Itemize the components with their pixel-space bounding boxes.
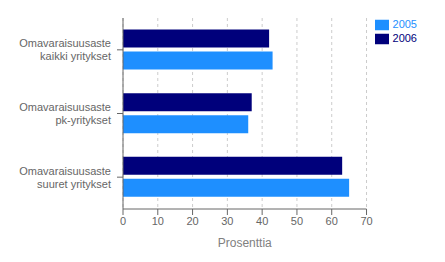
svg-text:60: 60 [326,215,338,227]
svg-text:20: 20 [186,215,198,227]
svg-text:0: 0 [120,215,126,227]
svg-text:Prosenttia: Prosenttia [218,236,272,250]
svg-text:10: 10 [152,215,164,227]
svg-text:Omavaraisuusastepk-yritykset: Omavaraisuusastepk-yritykset [19,101,111,126]
svg-text:50: 50 [291,215,303,227]
svg-text:Omavaraisuusastesuuret yrityks: Omavaraisuusastesuuret yritykset [19,165,111,190]
html-text:2005: 2005 [392,18,417,30]
svg-text:70: 70 [360,215,372,227]
svg-text:30: 30 [221,215,233,227]
html-text:2006: 2006 [392,32,417,45]
svg-text:40: 40 [256,215,268,227]
svg-text:Omavaraisuusastekaikki yrityks: Omavaraisuusastekaikki yritykset [19,37,111,62]
